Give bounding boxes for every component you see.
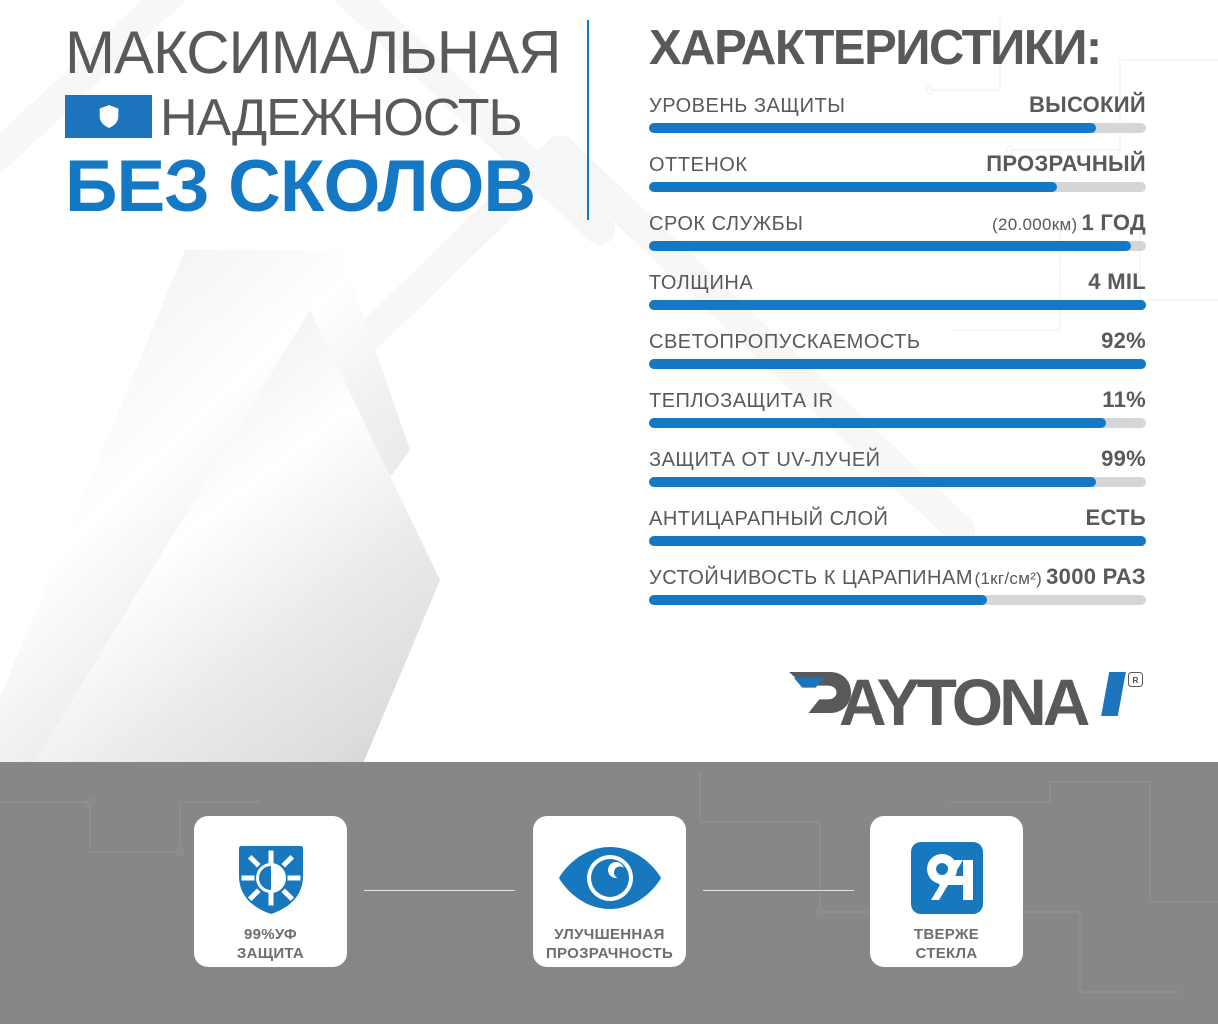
svg-text:R: R [1132, 675, 1138, 685]
